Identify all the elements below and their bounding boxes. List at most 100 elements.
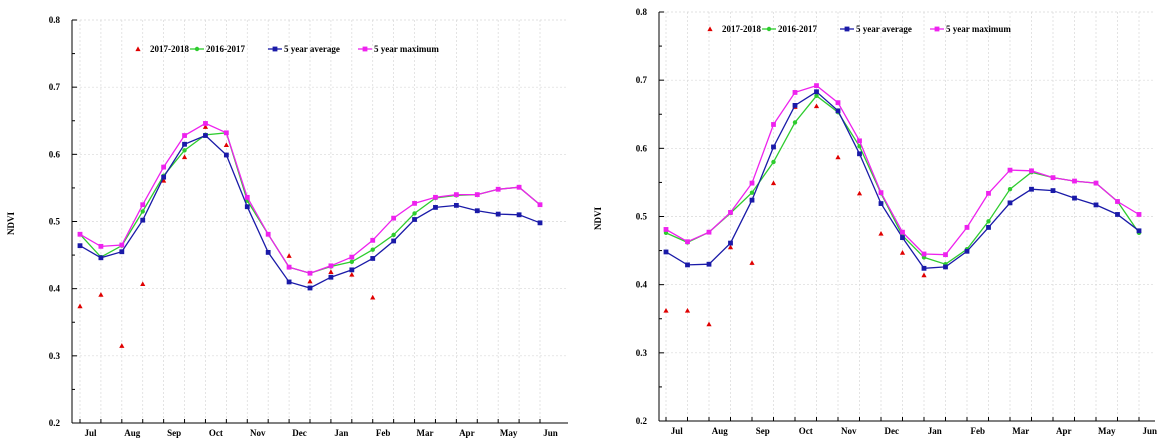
data-point <box>1094 181 1099 186</box>
data-point <box>475 208 480 213</box>
data-point <box>140 218 145 223</box>
x-tick-label: Jun <box>543 428 558 438</box>
y-tick-label: 0.4 <box>636 280 648 290</box>
legend-item: 2016-2017 <box>762 24 817 34</box>
legend-item: 5 year average <box>268 44 340 54</box>
x-tick-label: Feb <box>971 426 986 436</box>
data-point <box>517 185 522 190</box>
data-point <box>412 217 417 222</box>
data-point <box>922 252 927 257</box>
legend-label: 5 year average <box>284 44 340 54</box>
x-tick-label: Aug <box>124 428 141 438</box>
data-point <box>98 292 103 297</box>
data-point <box>943 265 948 270</box>
x-tick-label: Oct <box>799 426 813 436</box>
data-point <box>161 165 166 170</box>
data-point <box>329 275 334 280</box>
data-point <box>664 227 669 232</box>
y-tick-label: 0.7 <box>49 82 61 92</box>
data-point <box>900 235 905 240</box>
data-point <box>349 255 354 260</box>
data-point <box>119 343 124 348</box>
data-point <box>371 248 375 252</box>
data-point <box>454 203 459 208</box>
data-point <box>99 244 104 249</box>
y-tick-label: 0.6 <box>636 143 648 153</box>
data-point <box>986 191 991 196</box>
data-point <box>224 142 229 147</box>
data-point <box>857 191 862 196</box>
data-point <box>370 238 375 243</box>
data-point <box>878 231 883 236</box>
data-point <box>986 225 991 230</box>
legend-item: 2017-2018 <box>135 44 189 54</box>
x-tick-label: Dec <box>885 426 900 436</box>
data-point <box>879 201 884 206</box>
x-tick-label: Aug <box>712 426 729 436</box>
legend-label: 2016-2017 <box>778 24 817 34</box>
data-point <box>1137 228 1142 233</box>
data-point <box>814 83 819 88</box>
y-tick-label: 0.8 <box>49 15 61 25</box>
legend-marker <box>273 47 278 52</box>
x-tick-label: Apr <box>1056 426 1072 436</box>
data-point <box>391 233 395 237</box>
legend-item: 2017-2018 <box>707 24 761 34</box>
chart-panel-left: 0.20.30.40.50.60.70.8Jul Aug Sep Oct Nov Dec J… <box>6 15 568 438</box>
chart-panel-right: 0.2 0.3 0.4 0.5 0.6 0.7 0.8 Jul Aug Sep Oct Nov Dec J… <box>593 7 1157 436</box>
y-tick-label: 0.5 <box>49 217 61 227</box>
x-tick-label: Apr <box>459 428 475 438</box>
data-point <box>771 145 776 150</box>
legend: 2017-2018 2016-2017 5 year average 5 year m… <box>135 44 439 54</box>
y-axis-title: NDVI <box>593 207 603 230</box>
data-point <box>182 148 186 152</box>
x-tick-label: Jul <box>671 426 684 436</box>
data-point <box>1115 199 1120 204</box>
data-point <box>814 103 819 108</box>
data-point <box>685 308 690 313</box>
data-point <box>182 154 187 159</box>
data-point <box>835 155 840 160</box>
data-point <box>1094 203 1099 208</box>
y-axis-title: NDVI <box>6 212 16 235</box>
x-tick-label: Jun <box>1142 426 1157 436</box>
data-point <box>814 89 819 94</box>
data-point <box>749 260 754 265</box>
data-point <box>900 230 905 235</box>
y-tick-label: 0.8 <box>636 7 648 17</box>
legend-label: 2017-2018 <box>722 24 761 34</box>
legend-label: 2016-2017 <box>206 44 245 54</box>
data-point <box>328 269 333 274</box>
data-point <box>986 219 990 223</box>
x-tick-label: Nov <box>841 426 857 436</box>
data-point <box>1051 175 1056 180</box>
data-point <box>203 133 208 138</box>
x-tick-label: Mar <box>417 428 434 438</box>
data-point <box>707 262 712 267</box>
legend-item: 5 year average <box>840 24 912 34</box>
x-tick-label: Mar <box>1012 426 1029 436</box>
data-point <box>1072 196 1077 201</box>
data-point <box>370 256 375 261</box>
data-point <box>1008 187 1012 191</box>
data-point <box>141 209 145 213</box>
data-point <box>308 286 313 291</box>
data-point <box>538 202 543 207</box>
data-point <box>182 142 187 147</box>
data-point <box>771 180 776 185</box>
legend: 2017-2018 2016-2017 5 year average 5 year m… <box>707 24 1011 34</box>
legend-marker <box>135 46 140 51</box>
data-point <box>943 252 948 257</box>
data-point <box>965 249 970 254</box>
data-point <box>245 204 250 209</box>
data-point <box>99 255 104 260</box>
y-tick-label: 0.5 <box>636 212 648 222</box>
data-point <box>1115 212 1120 217</box>
data-point <box>685 239 690 244</box>
data-point <box>664 250 669 255</box>
data-point <box>921 273 926 278</box>
data-point <box>287 280 292 285</box>
data-point <box>750 190 754 194</box>
x-tick-label: Jul <box>84 428 97 438</box>
y-tick-label: 0.2 <box>636 416 648 426</box>
